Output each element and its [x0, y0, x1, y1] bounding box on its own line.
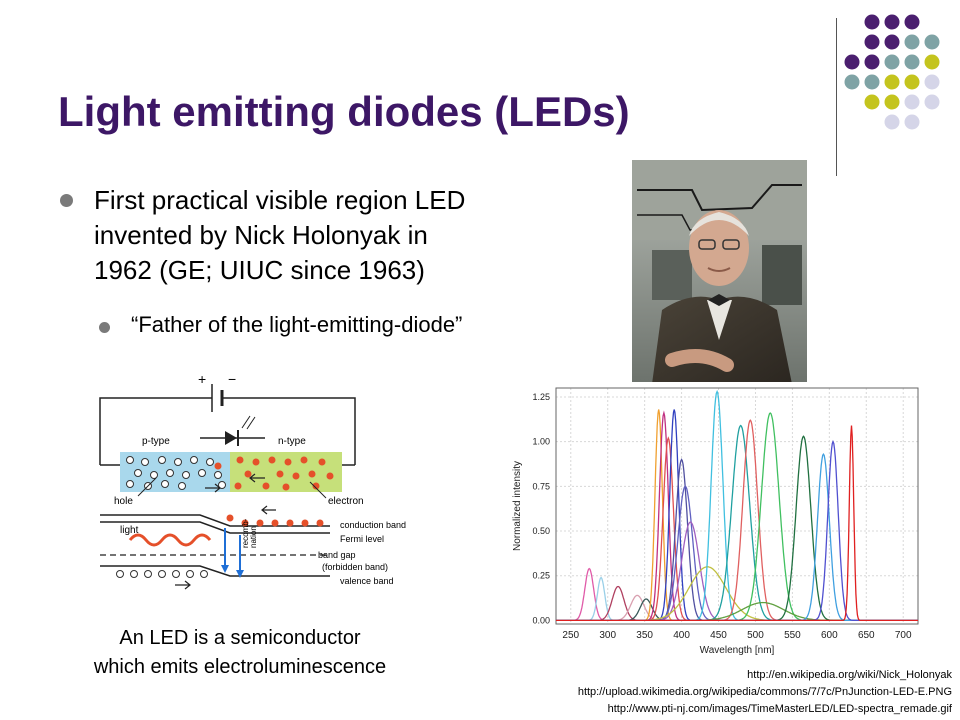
series-line-21 [556, 425, 918, 622]
decor-dot [884, 74, 900, 90]
plus-label: + [198, 371, 206, 387]
decor-dot [924, 54, 940, 70]
fermi-level-label: Fermi level [340, 534, 384, 544]
sub-bullet-dot [99, 322, 110, 333]
portrait-photo [632, 160, 807, 384]
caption-line: which emits electroluminescence [93, 656, 387, 678]
source-link: http://www.pti-nj.com/images/TimeMasterL… [607, 703, 952, 715]
y-tick-label: 0.75 [532, 481, 550, 491]
decor-dot [904, 54, 920, 70]
source-link: http://upload.wikimedia.org/wikipedia/co… [577, 686, 952, 698]
light-label: light [120, 525, 139, 536]
decor-dot [864, 54, 880, 70]
minus-label: − [228, 371, 236, 387]
decor-dot [884, 54, 900, 70]
valence-band-label: valence band [340, 576, 394, 586]
y-axis-label: Normalized intensity [512, 461, 523, 551]
bullet-line: First practical visible region LED [94, 185, 466, 215]
decor-dot [844, 74, 860, 90]
y-tick-label: 0.50 [532, 526, 550, 536]
pn-junction-diagram: + − p-type n-type hole electron light [99, 371, 406, 590]
x-tick-label: 450 [710, 630, 727, 641]
decor-dot [904, 14, 920, 30]
x-tick-label: 300 [599, 630, 616, 641]
decor-dot [904, 114, 920, 130]
decor-dot [864, 94, 880, 110]
decor-dot [864, 74, 880, 90]
x-axis-label: Wavelength [nm] [700, 645, 775, 656]
decor-dot [884, 14, 900, 30]
conduction-band-label: conduction band [340, 520, 406, 530]
x-tick-label: 350 [636, 630, 653, 641]
y-tick-label: 1.00 [532, 437, 550, 447]
forbidden-band-label: (forbidden band) [322, 562, 388, 572]
bullet-text: First practical visible region LED inven… [94, 183, 465, 288]
decor-dot [884, 34, 900, 50]
decor-dot [924, 34, 940, 50]
bullet-dot [60, 194, 73, 207]
led-spectra-chart: 250 300 350 400 450 500 550 600 650 700 0.00 0.25 0.… [506, 382, 928, 660]
p-type-label: p-type [142, 436, 170, 447]
x-tick-label: 500 [747, 630, 764, 641]
sub-bullet-text: “Father of the light-emitting-diode” [131, 312, 463, 337]
decor-dot [884, 114, 900, 130]
decor-dot [844, 54, 860, 70]
n-type-label: n-type [278, 436, 306, 447]
bullet-line: invented by Nick Holonyak in [94, 220, 428, 250]
y-tick-label: 0.25 [532, 571, 550, 581]
decor-dot [884, 94, 900, 110]
bullet-line: 1962 (GE; UIUC since 1963) [94, 255, 425, 285]
y-tick-label: 0.00 [532, 615, 550, 625]
slide-title: Light emitting diodes (LEDs) [58, 88, 630, 135]
decor-dot [864, 14, 880, 30]
band-gap-label: band gap [318, 550, 356, 560]
decor-dot [864, 34, 880, 50]
recombination-label: recomb- [241, 518, 250, 548]
x-tick-label: 650 [858, 630, 875, 641]
x-tick-label: 600 [821, 630, 838, 641]
decorative-dot-grid [844, 14, 940, 130]
decor-dot [924, 74, 940, 90]
decor-dot [904, 74, 920, 90]
diagram-caption: An LED is a semiconductor which emits el… [40, 624, 440, 682]
x-tick-label: 400 [673, 630, 690, 641]
x-tick-label: 250 [562, 630, 579, 641]
electron-label: electron [328, 496, 364, 507]
hole-label: hole [114, 496, 133, 507]
plot-frame [555, 387, 919, 625]
decor-dot [924, 94, 940, 110]
x-tick-label: 550 [784, 630, 801, 641]
x-tick-label: 700 [895, 630, 912, 641]
y-tick-label: 1.25 [532, 392, 550, 402]
caption-line: An LED is a semiconductor [119, 627, 361, 649]
decorative-vertical-line [836, 18, 837, 176]
decor-dot [904, 34, 920, 50]
recombination-label-2: nation [249, 526, 258, 548]
decor-dot [904, 94, 920, 110]
source-link: http://en.wikipedia.org/wiki/Nick_Holony… [747, 669, 952, 681]
